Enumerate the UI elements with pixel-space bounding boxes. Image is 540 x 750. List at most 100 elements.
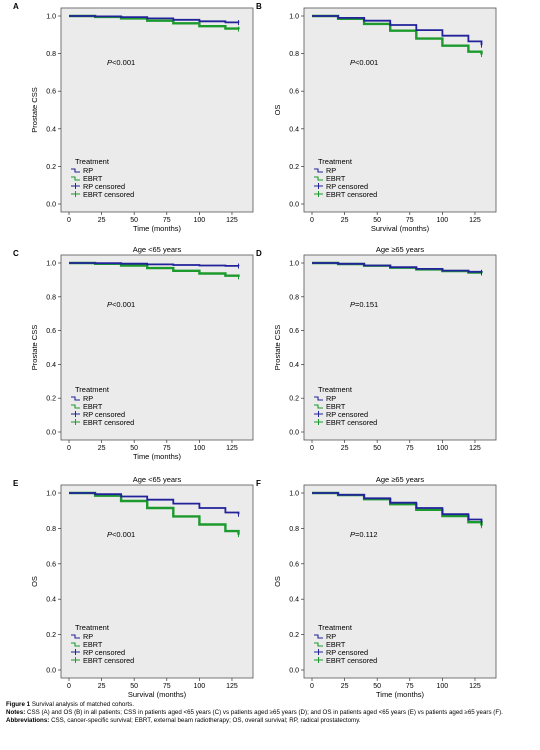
- x-axis-label: Survival (months): [371, 224, 430, 233]
- panel-letter: A: [13, 2, 19, 11]
- legend-entry: EBRT censored: [83, 656, 134, 665]
- x-tick-label: 125: [469, 445, 481, 452]
- legend-entry: EBRT censored: [83, 190, 134, 199]
- x-tick-label: 100: [194, 217, 206, 224]
- series-line-rp: [312, 492, 483, 523]
- panel-a: A 0.0 0.2 0.4 0.6 0.8 1.0 0 25 50 75 100 125 Time (mo…: [13, 2, 254, 233]
- y-tick-label: 0.4: [289, 126, 299, 133]
- x-tick-label: 50: [130, 217, 138, 224]
- legend-swatch-line: [71, 176, 80, 181]
- y-tick-label: 0.4: [46, 362, 56, 369]
- x-axis-label: Time (months): [376, 690, 425, 699]
- x-tick-label: 75: [406, 683, 414, 690]
- y-tick-label: 0.4: [289, 362, 299, 369]
- p-value-label: P<0.001: [107, 58, 135, 67]
- p-value-label: P=0.151: [350, 300, 378, 309]
- x-tick-label: 25: [341, 445, 349, 452]
- y-tick-label: 0.8: [46, 294, 56, 301]
- p-value-label: P<0.001: [350, 58, 378, 67]
- x-tick-label: 0: [67, 683, 71, 690]
- notes-text: CSS (A) and OS (B) in all patients; CSS …: [27, 709, 503, 717]
- legend-title: Treatment: [318, 157, 353, 166]
- series-line-rp: [69, 262, 240, 267]
- legend-title: Treatment: [75, 623, 110, 632]
- legend-entry: RP: [326, 632, 336, 641]
- legend-swatch-line: [314, 404, 323, 409]
- legend-entry: EBRT censored: [326, 190, 377, 199]
- figure-title: Survival analysis of matched cohorts.: [31, 701, 134, 708]
- y-axis-label: Prostate CSS: [30, 87, 39, 132]
- legend-entry: RP: [83, 166, 93, 175]
- caption-title-line: Figure 1 Survival analysis of matched co…: [6, 701, 538, 709]
- y-axis-label: OS: [273, 576, 282, 587]
- abbreviations-text: CSS, cancer-specific survival; EBRT, ext…: [51, 717, 361, 725]
- x-axis-label: Survival (months): [128, 690, 187, 699]
- panel-title: Age <65 years: [133, 245, 182, 254]
- y-tick-label: 1.0: [289, 261, 299, 268]
- legend-entry: EBRT censored: [326, 656, 377, 665]
- x-tick-label: 0: [67, 217, 71, 224]
- y-tick-label: 0.6: [289, 328, 299, 335]
- x-tick-label: 50: [130, 445, 138, 452]
- y-tick-label: 1.0: [289, 14, 299, 21]
- caption-abbreviations: Abbreviations: CSS, cancer-specific surv…: [6, 717, 538, 725]
- caption-notes: Notes: CSS (A) and OS (B) in all patient…: [6, 709, 538, 717]
- legend-swatch-line: [314, 634, 323, 639]
- x-tick-label: 25: [98, 445, 106, 452]
- legend-title: Treatment: [318, 385, 353, 394]
- x-tick-label: 50: [130, 683, 138, 690]
- x-tick-label: 25: [341, 683, 349, 690]
- legend-entry: EBRT: [326, 640, 346, 649]
- legend-entry: RP censored: [326, 648, 368, 657]
- legend-entry: RP censored: [326, 410, 368, 419]
- y-axis-label: Prostate CSS: [30, 325, 39, 370]
- y-tick-label: 0.2: [289, 396, 299, 403]
- legend-swatch-line: [71, 642, 80, 647]
- series-line-rp: [69, 15, 240, 24]
- x-tick-label: 100: [437, 217, 449, 224]
- panel-letter: C: [13, 249, 19, 258]
- legend-entry: EBRT censored: [326, 418, 377, 427]
- legend-swatch-line: [314, 642, 323, 647]
- y-tick-label: 0.0: [289, 430, 299, 437]
- y-tick-label: 0.6: [289, 89, 299, 96]
- series-line-ebrt: [69, 491, 240, 535]
- x-tick-label: 125: [469, 217, 481, 224]
- legend-entry: RP censored: [83, 182, 125, 191]
- panel-f: F Age ≥65 years 0.0 0.2 0.4 0.6 0.8 1.0 0 25 50 75 1…: [256, 475, 497, 699]
- y-tick-label: 0.2: [46, 396, 56, 403]
- series-line-rp: [69, 492, 240, 515]
- legend-entry: RP: [326, 394, 336, 403]
- legend-entry: RP: [83, 394, 93, 403]
- series-line-rp: [312, 15, 483, 46]
- x-tick-label: 0: [310, 683, 314, 690]
- x-tick-label: 50: [373, 217, 381, 224]
- y-tick-label: 0.0: [289, 668, 299, 675]
- panel-title: Age <65 years: [133, 475, 182, 484]
- p-value-label: P<0.001: [107, 300, 135, 309]
- y-tick-label: 0.0: [46, 202, 56, 209]
- y-tick-label: 0.2: [46, 632, 56, 639]
- y-tick-label: 0.2: [46, 164, 56, 171]
- x-tick-label: 50: [373, 683, 381, 690]
- plot-area: [60, 484, 254, 679]
- legend-entry: EBRT: [83, 402, 103, 411]
- x-tick-label: 25: [98, 217, 106, 224]
- y-axis-label: Prostate CSS: [273, 325, 282, 370]
- x-tick-label: 100: [194, 445, 206, 452]
- legend-swatch-line: [71, 634, 80, 639]
- abbreviations-label: Abbreviations:: [6, 717, 50, 725]
- y-tick-label: 1.0: [46, 14, 56, 21]
- figure-label: Figure 1: [6, 701, 31, 708]
- x-tick-label: 50: [373, 445, 381, 452]
- panel-title: Age ≥65 years: [376, 475, 425, 484]
- y-tick-label: 0.8: [289, 526, 299, 533]
- panel-d: D Age ≥65 years 0.0 0.2 0.4 0.6 0.8 1.0 0 25 50 75 1…: [256, 245, 497, 452]
- y-tick-label: 0.0: [46, 668, 56, 675]
- x-tick-label: 75: [163, 683, 171, 690]
- y-tick-label: 0.8: [289, 294, 299, 301]
- panel-title: Age ≥65 years: [376, 245, 425, 254]
- y-tick-label: 0.6: [46, 89, 56, 96]
